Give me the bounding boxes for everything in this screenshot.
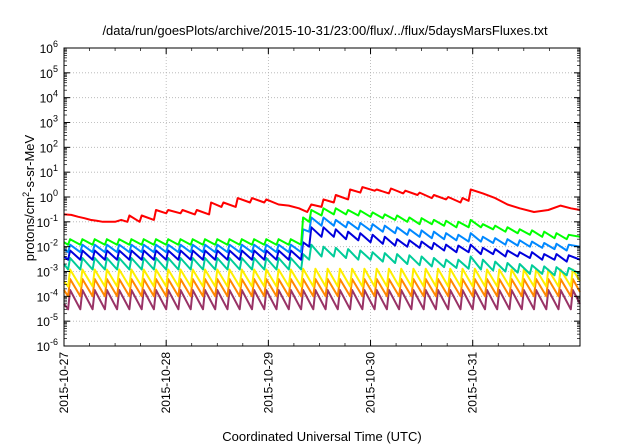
y-tick-base: 10 <box>40 42 54 56</box>
y-tick-base: 10 <box>40 191 54 205</box>
series-group <box>63 186 581 311</box>
x-tick-label: 2015-10-29 <box>261 352 275 414</box>
y-tick-exponent: 4 <box>53 89 58 99</box>
y-tick-label: 105 <box>40 64 58 81</box>
y-tick-label: 10-2 <box>37 238 58 255</box>
x-axis-ticks: 2015-10-27 2015-10-28 2015-10-29 2015-10-30… <box>57 48 550 414</box>
series-line <box>63 207 581 246</box>
y-tick-exponent: 1 <box>53 163 58 173</box>
y-tick-exponent: -6 <box>50 337 58 347</box>
series-line <box>63 278 581 298</box>
y-tick-label: 10-3 <box>37 263 58 280</box>
y-tick-base: 10 <box>40 117 54 131</box>
series-line <box>63 216 581 254</box>
y-axis-label-sup: 2 <box>21 192 31 197</box>
y-axis-label-rest: -s-sr-MeV <box>22 134 37 191</box>
grid-lines <box>64 48 580 346</box>
series-line <box>63 186 581 223</box>
series-line <box>63 226 581 263</box>
y-tick-exponent: 2 <box>53 138 58 148</box>
series-line <box>63 267 581 288</box>
y-tick-label: 106 <box>40 39 58 56</box>
y-tick-label: 102 <box>40 138 58 155</box>
y-tick-label: 103 <box>40 114 58 131</box>
y-tick-exponent: 5 <box>53 64 58 74</box>
y-tick-exponent: -4 <box>50 287 58 297</box>
x-tick-label: 2015-10-27 <box>57 352 71 414</box>
y-tick-base: 10 <box>37 315 51 329</box>
y-tick-base: 10 <box>37 266 51 280</box>
y-tick-base: 10 <box>37 340 51 354</box>
y-tick-base: 10 <box>40 166 54 180</box>
y-tick-label: 10-5 <box>37 312 58 329</box>
y-tick-label: 101 <box>40 163 58 180</box>
y-axis-ticks: 10-610-510-410-310-210-11001011021031041… <box>37 39 580 354</box>
series-line <box>63 243 581 277</box>
x-tick-label: 2015-10-28 <box>159 352 173 414</box>
y-tick-exponent: 6 <box>53 39 58 49</box>
y-axis-label: protons/cm2-s-sr-MeV <box>21 134 37 261</box>
y-tick-base: 10 <box>37 290 51 304</box>
y-tick-label: 100 <box>40 188 58 205</box>
y-tick-exponent: 3 <box>53 114 58 124</box>
x-axis-label: Coordinated Universal Time (UTC) <box>222 429 421 444</box>
y-tick-label: 10-1 <box>37 213 58 230</box>
y-tick-label: 104 <box>40 89 58 106</box>
y-tick-exponent: -1 <box>50 213 58 223</box>
y-tick-exponent: 0 <box>53 188 58 198</box>
series-line <box>63 289 581 311</box>
y-tick-exponent: -2 <box>50 238 58 248</box>
y-tick-base: 10 <box>37 216 51 230</box>
y-tick-exponent: -3 <box>50 263 58 273</box>
y-tick-label: 10-4 <box>37 287 58 304</box>
x-tick-label: 2015-10-31 <box>466 352 480 414</box>
y-axis-label-main: protons/cm <box>22 197 37 261</box>
chart-title: /data/run/goesPlots/archive/2015-10-31/2… <box>102 23 548 38</box>
y-tick-base: 10 <box>40 141 54 155</box>
y-tick-base: 10 <box>40 67 54 81</box>
x-tick-label: 2015-10-30 <box>364 352 378 414</box>
y-tick-base: 10 <box>37 241 51 255</box>
y-tick-exponent: -5 <box>50 312 58 322</box>
y-tick-label: 10-6 <box>37 337 58 354</box>
y-tick-base: 10 <box>40 92 54 106</box>
